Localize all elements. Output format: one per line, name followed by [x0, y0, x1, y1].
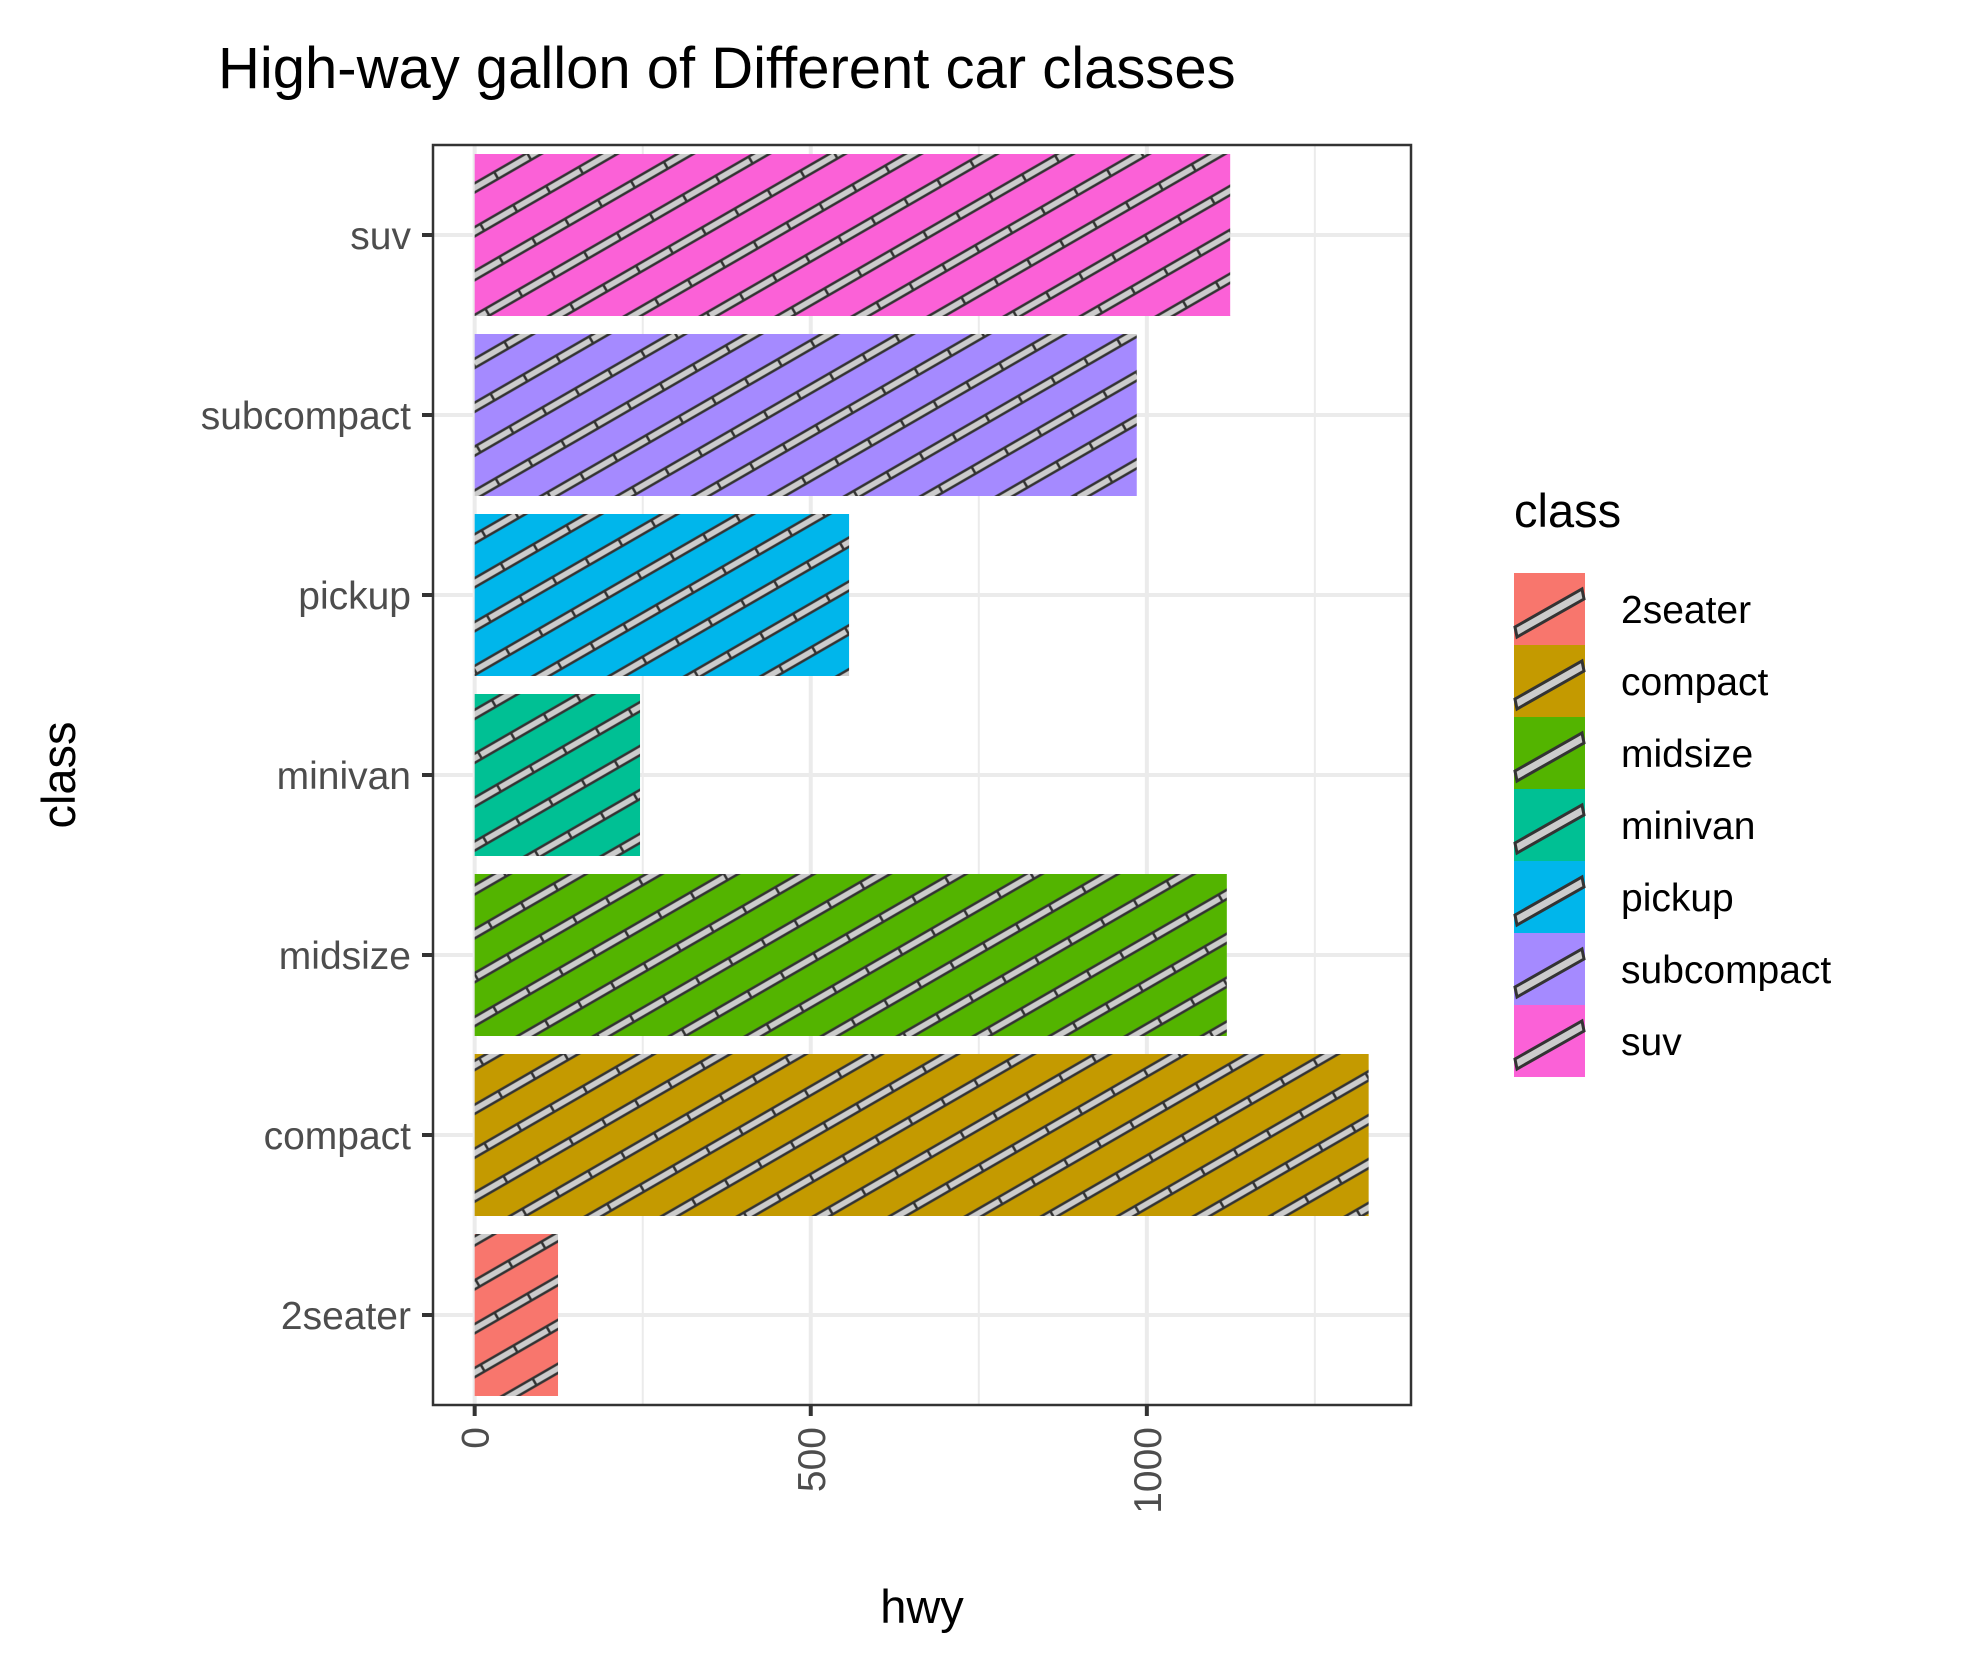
legend-label: 2seater: [1621, 589, 1751, 632]
legend-label: pickup: [1621, 877, 1734, 920]
y-tick-label: compact: [264, 1115, 412, 1158]
legend-item-subcompact: subcompact: [1513, 933, 1831, 1005]
legend: class 2seater compact midsize minivan pickup…: [1513, 484, 1831, 1077]
bar-subcompact: [474, 334, 1137, 496]
x-axis: 0 500 1000: [455, 1405, 1170, 1514]
y-tick-label: suv: [350, 215, 411, 258]
bar-suv: [474, 154, 1231, 316]
y-tick-label: 2seater: [281, 1295, 411, 1338]
legend-stripe-icon: [1513, 802, 1586, 856]
chart-title: High-way gallon of Different car classes: [218, 36, 1236, 101]
bar-compact: [474, 1054, 1369, 1216]
bar-2seater: [474, 1234, 559, 1396]
y-tick-label: minivan: [277, 755, 411, 798]
legend-title: class: [1514, 484, 1621, 537]
legend-item-compact: compact: [1513, 645, 1769, 717]
legend-item-midsize: midsize: [1513, 717, 1753, 789]
legend-stripe-icon: [1513, 1018, 1586, 1072]
legend-label: minivan: [1621, 805, 1755, 848]
legend-item-minivan: minivan: [1513, 789, 1755, 861]
y-axis: 2seater compact midsize minivan pickup subcom…: [201, 215, 433, 1338]
legend-label: subcompact: [1621, 949, 1831, 992]
bars: [474, 154, 1369, 1396]
legend-stripe-icon: [1513, 874, 1586, 928]
legend-item-2seater: 2seater: [1513, 573, 1751, 645]
y-tick-label: pickup: [298, 575, 411, 618]
legend-label: midsize: [1621, 733, 1753, 776]
x-tick-label: 0: [455, 1427, 498, 1449]
y-tick-label: subcompact: [201, 395, 411, 438]
legend-stripe-icon: [1513, 730, 1586, 784]
x-axis-title: hwy: [880, 1580, 964, 1633]
y-tick-label: midsize: [279, 935, 411, 978]
plot-panel: [431, 143, 1413, 1407]
bar-pickup: [474, 514, 850, 676]
bar-minivan: [474, 694, 641, 856]
x-tick-label: 500: [791, 1427, 834, 1492]
legend-stripe-icon: [1513, 658, 1586, 712]
x-tick-label: 1000: [1127, 1427, 1170, 1514]
y-axis-title: class: [32, 721, 85, 828]
legend-stripe-icon: [1513, 946, 1586, 1000]
legend-stripe-icon: [1513, 586, 1586, 640]
legend-item-suv: suv: [1513, 1005, 1682, 1077]
legend-label: suv: [1621, 1021, 1682, 1064]
bar-midsize: [474, 874, 1227, 1036]
legend-label: compact: [1621, 661, 1769, 704]
legend-item-pickup: pickup: [1513, 861, 1734, 933]
